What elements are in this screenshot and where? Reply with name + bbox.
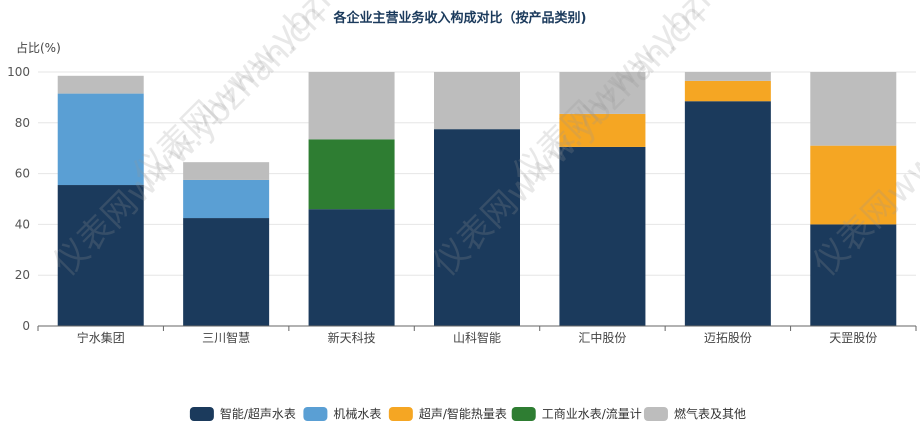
x-tick-label: 迈拓股份 — [704, 331, 752, 345]
bar-segment — [559, 113, 646, 147]
legend-label: 超声/智能热量表 — [419, 406, 507, 421]
y-tick-label: 20 — [15, 268, 30, 282]
bar-segment — [183, 162, 270, 180]
bar-segment — [559, 72, 646, 114]
bar-segment — [810, 72, 897, 146]
chart-title: 各企业主营业务收入构成对比（按产品类别) — [333, 10, 587, 26]
bar-segment — [57, 185, 144, 326]
x-tick-label: 天罡股份 — [829, 331, 877, 345]
legend-swatch — [388, 407, 413, 421]
bar-segment — [308, 72, 395, 140]
bars-layer — [57, 72, 897, 327]
legend-swatch — [511, 407, 536, 421]
bar-segment — [434, 72, 520, 130]
bar-segment — [810, 145, 897, 225]
bar-segment — [684, 72, 771, 81]
legend-label: 机械水表 — [333, 406, 381, 421]
y-tick-label: 0 — [22, 319, 30, 333]
legend-label: 工商业水表/流量计 — [542, 406, 642, 421]
y-axis-label: 占比(%) — [16, 40, 61, 55]
bar-segment — [57, 93, 144, 186]
legend-swatch — [189, 407, 214, 421]
bar-segment — [434, 129, 520, 326]
x-tick-label: 山科智能 — [453, 330, 501, 345]
y-tick-label: 80 — [15, 116, 30, 130]
bar-segment — [57, 75, 144, 94]
legend-swatch — [643, 407, 668, 421]
axis-layer: 0 20 40 60 80 100 宁水集团 三川智慧 新天科技 山科智能 汇中股份 迈拓股份 天罡股份 — [7, 65, 917, 345]
y-tick-label: 40 — [15, 217, 30, 231]
y-tick-label: 100 — [7, 65, 30, 79]
bar-segment — [183, 218, 270, 326]
legend-label: 燃气表及其他 — [674, 406, 746, 421]
bar-segment — [810, 224, 897, 326]
x-tick-label: 汇中股份 — [578, 330, 626, 345]
bar-segment — [684, 80, 771, 102]
bar-segment — [183, 179, 270, 219]
x-tick-label: 宁水集团 — [77, 330, 125, 345]
bar-segment — [559, 146, 646, 326]
x-tick-label: 新天科技 — [328, 330, 376, 345]
bar-segment — [308, 209, 395, 326]
bar-segment — [684, 101, 771, 327]
y-tick-label: 60 — [15, 167, 30, 181]
legend-label: 智能/超声水表 — [220, 406, 296, 421]
legend: 智能/超声水表 机械水表 超声/智能热量表 工商业水表/流量计 燃气表及其他 — [189, 406, 746, 421]
bar-segment — [308, 139, 395, 210]
x-tick-label: 三川智慧 — [202, 330, 250, 345]
legend-swatch — [303, 407, 328, 421]
